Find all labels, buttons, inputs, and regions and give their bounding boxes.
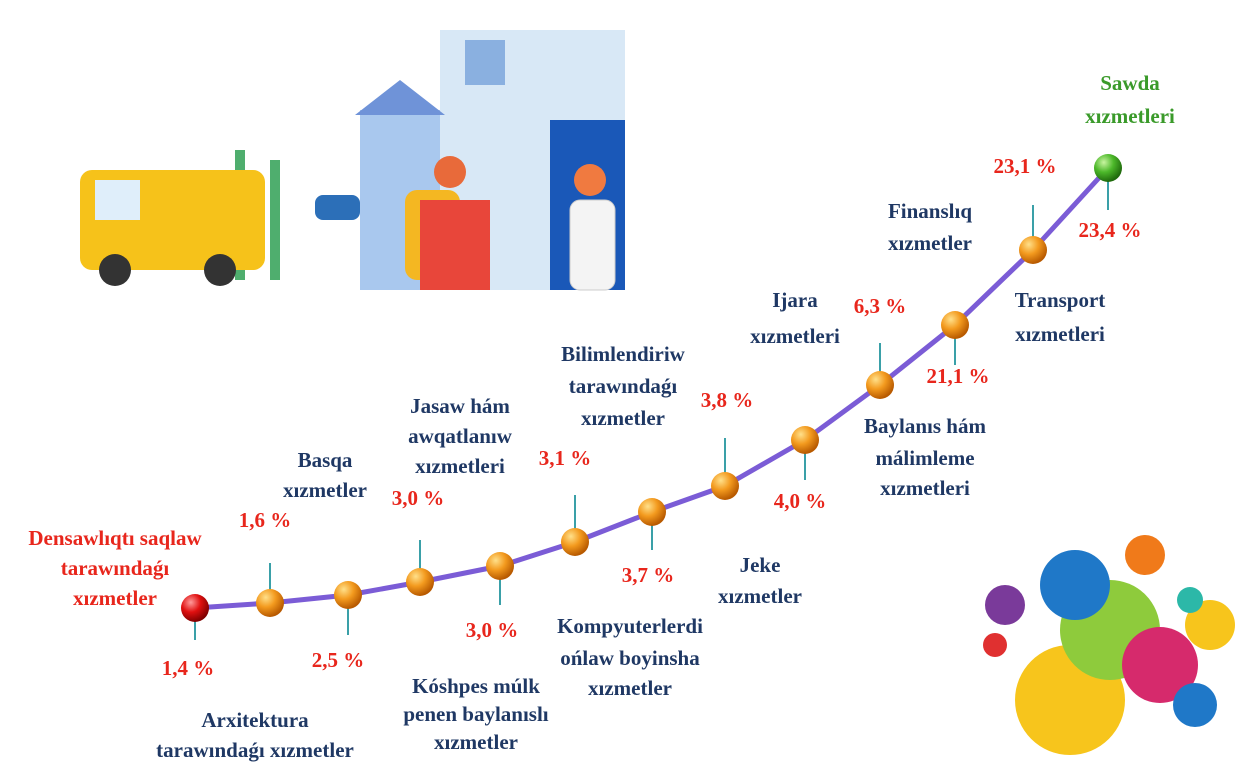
node	[334, 581, 362, 609]
service-label: tarawındaǵı	[569, 374, 678, 398]
service-label: Ijara	[772, 288, 818, 312]
service-label: awqatlanıw	[408, 424, 513, 448]
node	[181, 594, 209, 622]
value-label: 23,4 %	[1079, 218, 1142, 242]
value-label: 21,1 %	[927, 364, 990, 388]
service-label: Jasaw hám	[410, 394, 510, 418]
service-label: xızmetler	[434, 730, 518, 754]
service-label: Kóshpes múlk	[412, 674, 540, 698]
service-label: xızmetleri	[415, 454, 505, 478]
service-label: Sawda	[1100, 71, 1160, 95]
value-label: 1,4 %	[162, 656, 215, 680]
value-label: 3,7 %	[622, 563, 675, 587]
value-label: 1,6 %	[239, 508, 292, 532]
service-label: xızmetleri	[750, 324, 840, 348]
service-label: xızmetleri	[1015, 322, 1105, 346]
icons	[983, 535, 1235, 755]
service-label: xızmetler	[718, 584, 802, 608]
service-label: Densawlıqtı saqlaw	[28, 526, 202, 550]
service-label: Finanslıq	[888, 199, 972, 223]
value-label: 3,0 %	[466, 618, 519, 642]
node	[561, 528, 589, 556]
service-label: xızmetleri	[880, 476, 970, 500]
node	[1094, 154, 1122, 182]
service-label: Kompyuterlerdi	[557, 614, 703, 638]
service-label: Basqa	[298, 448, 353, 472]
service-label: xızmetler	[73, 586, 157, 610]
service-label: xızmetler	[888, 231, 972, 255]
service-label: penen baylanıslı	[403, 702, 548, 726]
node	[406, 568, 434, 596]
service-label: xızmetler	[581, 406, 665, 430]
node	[638, 498, 666, 526]
value-label: 3,1 %	[539, 446, 592, 470]
service-label: Bilimlendiriw	[561, 342, 686, 366]
service-label: Jeke	[740, 553, 781, 577]
node	[711, 472, 739, 500]
value-label: 6,3 %	[854, 294, 907, 318]
service-label: xızmetler	[283, 478, 367, 502]
service-label: Transport	[1015, 288, 1106, 312]
node	[941, 311, 969, 339]
value-label: 3,8 %	[701, 388, 754, 412]
value-label: 23,1 %	[994, 154, 1057, 178]
service-label: málimleme	[875, 446, 974, 470]
value-label: 2,5 %	[312, 648, 365, 672]
illustration	[75, 20, 625, 291]
node	[866, 371, 894, 399]
items: 1,4 % Densawlıqtı saqlaw tarawındaǵı xızmet…	[28, 71, 1175, 762]
node	[791, 426, 819, 454]
node	[256, 589, 284, 617]
service-label: tarawındaǵı	[61, 556, 170, 580]
service-label: Baylanıs hám	[864, 414, 986, 438]
value-label: 3,0 %	[392, 486, 445, 510]
value-label: 4,0 %	[774, 489, 827, 513]
node	[1019, 236, 1047, 264]
service-label: xızmetler	[588, 676, 672, 700]
service-label: ońlaw boyinsha	[560, 646, 700, 670]
service-label: tarawındaǵı xızmetler	[156, 738, 354, 762]
service-label: Arxitektura	[201, 708, 309, 732]
node	[486, 552, 514, 580]
service-label: xızmetleri	[1085, 104, 1175, 128]
